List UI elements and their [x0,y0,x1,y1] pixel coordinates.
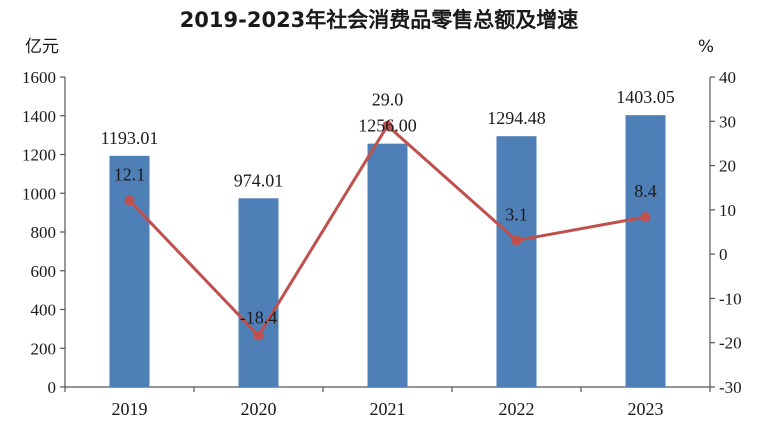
right-axis-unit: % [698,37,714,57]
bar [367,143,408,387]
x-tick-label: 2019 [112,399,148,419]
left-tick-label: 1400 [22,107,56,126]
left-tick-label: 1000 [22,184,56,203]
left-tick-label: 800 [31,223,57,242]
growth-point [640,211,651,222]
x-tick-label: 2021 [370,399,406,419]
bar-value-label: 1193.01 [101,128,159,148]
bar [238,198,279,387]
right-tick-label: -10 [719,289,742,308]
growth-value-label: -18.4 [240,308,278,328]
bar [109,155,150,387]
plot-area: 0 200 400 600 800 1000 1200 1400 1600 -30 -20 -10 0 1… [22,68,742,419]
growth-point [382,120,393,131]
growth-point [253,330,264,341]
left-tick-label: 600 [31,262,57,281]
growth-value-label: 3.1 [505,204,528,224]
left-axis-unit: 亿元 [25,37,59,57]
growth-value-label: 29.0 [372,90,404,110]
left-tick-label: 400 [31,301,57,320]
right-tick-label: -20 [719,334,742,353]
growth-value-label: 8.4 [634,181,657,201]
bar-value-label: 974.01 [234,170,284,190]
left-tick-label: 0 [48,378,57,397]
right-tick-label: 30 [719,112,736,131]
x-tick-label: 2020 [241,399,277,419]
right-tick-label: -30 [719,378,742,397]
left-tick-label: 200 [31,339,57,358]
growth-point [124,195,135,206]
chart-title: 2019-2023年社会消费品零售总额及增速 [180,8,579,32]
left-tick-label: 1200 [22,146,56,165]
x-tick-label: 2022 [499,399,535,419]
growth-point [511,235,522,246]
bar-value-label: 1256.00 [358,116,417,136]
left-tick-label: 1600 [22,68,56,87]
right-tick-label: 20 [719,157,736,176]
right-tick-label: 10 [719,201,736,220]
bar-value-label: 1294.48 [487,108,546,128]
bar [496,136,537,387]
bar [625,115,666,388]
right-tick-label: 40 [719,68,736,87]
x-tick-label: 2023 [628,399,664,419]
growth-value-label: 12.1 [114,165,146,185]
bar-value-label: 1403.05 [616,87,675,107]
right-tick-label: 0 [719,245,728,264]
